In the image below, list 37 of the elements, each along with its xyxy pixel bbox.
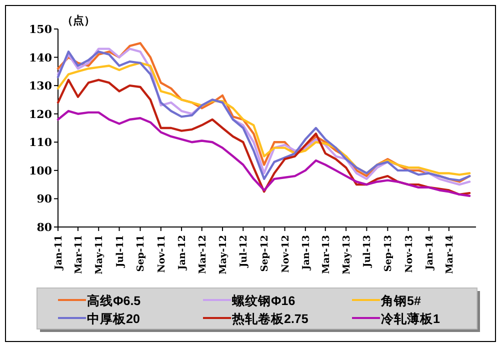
legend-label: 冷轧薄板1 [381, 311, 440, 326]
y-tick-label: 100 [29, 164, 52, 178]
x-tick-label: Nov-12 [280, 235, 292, 273]
x-tick-label: Sep-12 [260, 235, 271, 272]
x-tick-label: Jul-13 [362, 235, 374, 268]
y-axis-title: （点） [62, 14, 95, 27]
x-tick-label: Jan-13 [300, 235, 312, 271]
x-tick-label: Jul-11 [114, 235, 126, 268]
y-tick-label: 150 [29, 23, 52, 36]
x-tick-label: Jan-14 [424, 234, 436, 271]
y-tick-label: 120 [29, 108, 52, 121]
y-tick-label: 110 [29, 136, 52, 150]
x-tick-label: May-13 [342, 235, 353, 274]
x-tick-label: Mar-11 [73, 235, 84, 274]
x-tick-label: May-12 [218, 235, 229, 274]
x-tick-label: Jan-11 [54, 235, 64, 271]
legend-label: 高线Φ6.5 [87, 293, 141, 308]
legend-label: 热轧卷板2.75 [231, 312, 308, 326]
x-tick-label: May-11 [94, 235, 106, 274]
x-tick-label: Jan-12 [177, 235, 188, 271]
y-tick-label: 140 [29, 51, 52, 64]
legend-label: 螺纹钢Φ16 [231, 293, 296, 308]
x-tick-label: Sep-11 [136, 235, 147, 272]
y-tick-label: 90 [36, 192, 52, 206]
x-tick-label: Sep-13 [383, 235, 394, 272]
x-tick-label: Nov-11 [156, 235, 168, 273]
legend-label: 角钢5# [380, 294, 421, 308]
line-series [56, 110, 471, 197]
x-tick-label: Mar-13 [320, 235, 332, 274]
y-tick-label: 80 [36, 221, 52, 234]
x-tick-label: Nov-13 [404, 235, 415, 273]
x-tick-label: Jul-12 [238, 235, 250, 268]
x-tick-label: Mar-12 [197, 235, 208, 274]
y-tick-label: 130 [29, 80, 52, 93]
legend-label: 中厚板20 [87, 312, 140, 326]
line-series [56, 78, 471, 196]
x-tick-label: Mar-14 [444, 234, 456, 274]
